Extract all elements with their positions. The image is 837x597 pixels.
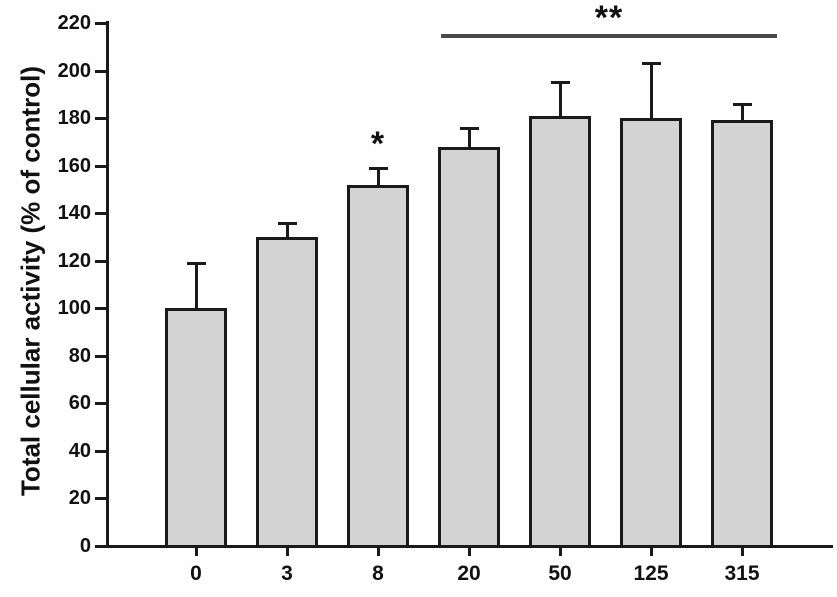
x-tick-label: 3 [281, 562, 293, 585]
significance-bracket-line [441, 34, 777, 38]
y-tick-label: 220 [57, 12, 91, 34]
star-annotation: * [370, 125, 386, 163]
x-axis-tick [649, 548, 653, 556]
bar [529, 115, 591, 548]
y-tick-label: 180 [57, 107, 91, 130]
x-tick-label: 315 [724, 562, 760, 585]
error-bar-stem [649, 63, 653, 123]
x-tick-label: 50 [548, 562, 572, 585]
bar [256, 236, 318, 548]
error-bar-cap [368, 167, 388, 170]
y-tick-label: 120 [57, 249, 91, 272]
error-bar-cap [277, 221, 297, 225]
x-tick-label: 8 [372, 562, 384, 585]
x-axis-tick [285, 548, 289, 556]
y-axis-tick [95, 117, 106, 121]
y-tick-label: 0 [79, 535, 91, 557]
y-axis-tick [95, 259, 106, 263]
y-axis-tick [95, 402, 106, 406]
y-tick-label: 160 [57, 154, 91, 177]
error-bar-cap [641, 62, 661, 66]
y-axis-tick [95, 164, 106, 168]
x-axis-tick [558, 548, 562, 556]
y-axis-tick [95, 449, 106, 453]
bar [620, 118, 682, 548]
y-tick-label: 140 [57, 202, 91, 225]
x-axis-tick [194, 548, 198, 556]
error-bar-stem [285, 222, 289, 241]
y-axis-tick [95, 307, 106, 311]
x-tick-label: 125 [633, 562, 669, 585]
error-bar-stem [558, 82, 562, 120]
error-bar-stem [376, 168, 380, 189]
y-tick-label: 80 [68, 344, 91, 367]
y-axis-tick [95, 69, 106, 73]
error-bar-cap [732, 102, 752, 106]
y-tick-label: 200 [57, 59, 91, 82]
y-axis-tick [95, 22, 106, 25]
y-axis-tick [95, 212, 106, 216]
x-axis-tick [376, 548, 380, 556]
x-axis-tick [467, 548, 471, 556]
significance-label: ** [594, 0, 624, 37]
y-axis-title: Total cellular activity (% of control) [15, 65, 46, 497]
y-axis-tick [95, 497, 106, 501]
y-axis-line [106, 21, 109, 548]
error-bar-cap [186, 262, 206, 266]
y-tick-label: 20 [68, 487, 91, 510]
bar [438, 146, 500, 548]
bar [347, 184, 409, 548]
y-axis-tick [95, 354, 106, 358]
x-axis-tick [740, 548, 744, 556]
error-bar-stem [194, 263, 198, 313]
x-tick-label: 20 [457, 562, 481, 585]
bar [711, 120, 773, 548]
y-axis-tick [95, 545, 106, 548]
x-tick-label: 0 [190, 562, 202, 585]
bar [165, 308, 227, 548]
error-bar-cap [459, 126, 479, 130]
y-tick-label: 40 [68, 439, 91, 462]
y-tick-label: 100 [57, 297, 91, 320]
y-tick-label: 60 [68, 392, 91, 415]
error-bar-stem [740, 103, 744, 125]
error-bar-cap [550, 81, 570, 85]
error-bar-stem [467, 127, 471, 151]
